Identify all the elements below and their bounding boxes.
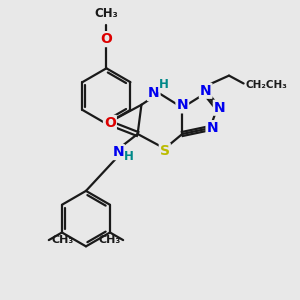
Text: CH₃: CH₃ — [98, 235, 121, 245]
Text: N: N — [214, 101, 226, 115]
Text: O: O — [100, 32, 112, 46]
Text: S: S — [160, 144, 170, 158]
Text: N: N — [200, 84, 212, 98]
Text: H: H — [159, 78, 169, 92]
Text: CH₃: CH₃ — [51, 235, 74, 245]
Text: CH₃: CH₃ — [94, 8, 118, 20]
Text: H: H — [124, 150, 134, 163]
Text: N: N — [148, 86, 160, 100]
Text: N: N — [206, 121, 218, 135]
Text: O: O — [104, 116, 116, 130]
Text: N: N — [176, 98, 188, 112]
Text: CH₂CH₃: CH₂CH₃ — [246, 80, 288, 90]
Text: N: N — [112, 145, 124, 159]
